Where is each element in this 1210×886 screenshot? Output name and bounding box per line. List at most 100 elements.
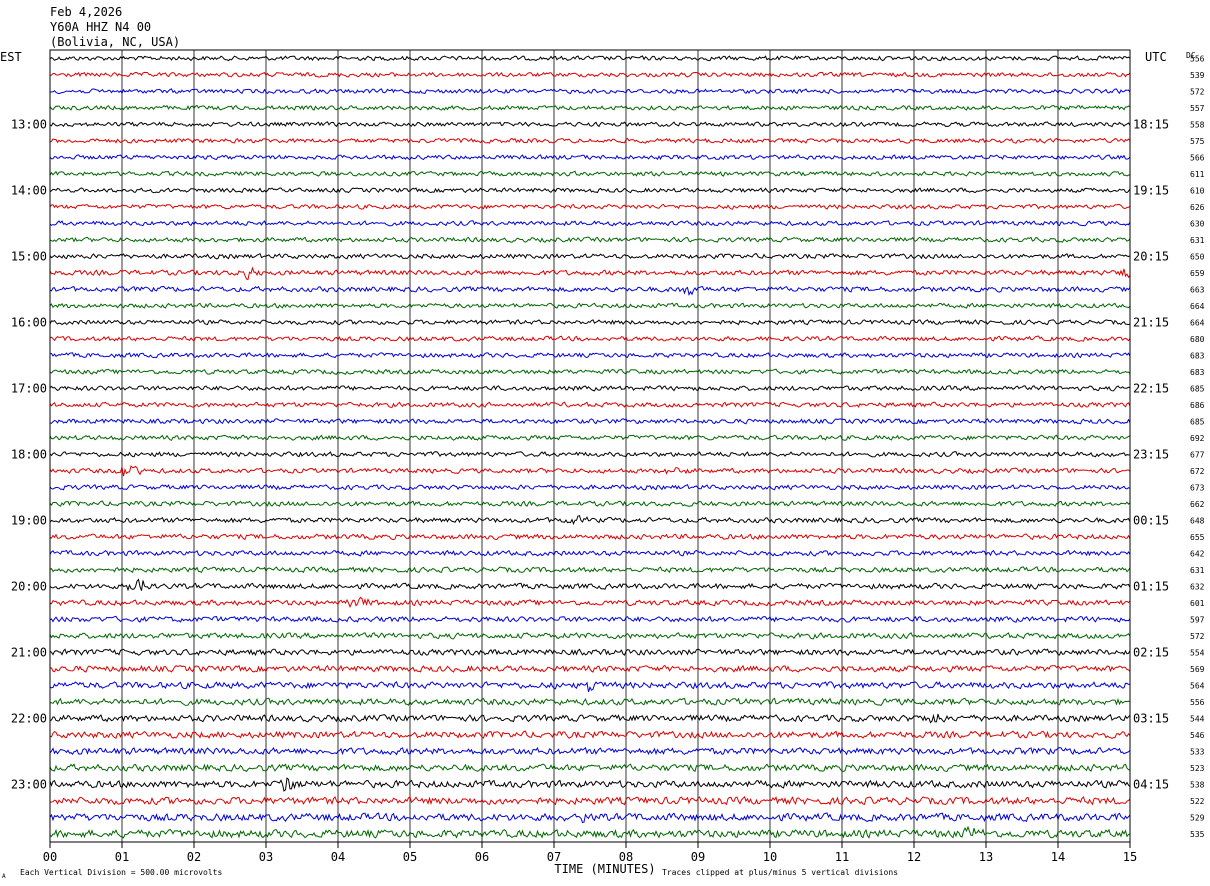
left-time-label: 16:00 — [11, 315, 47, 329]
station-id: Y60A HHZ N4 00 — [50, 20, 152, 34]
left-time-label: 17:00 — [11, 381, 47, 395]
right-time-label: 01:15 — [1133, 579, 1169, 593]
minute-gridlines — [121, 50, 1059, 842]
right-time-labels: 18:15 19:15 20:15 21:15 22:15 23:15 00:15 01:15… — [1133, 117, 1169, 791]
dc-offset-value: 544 — [1190, 714, 1205, 723]
plot-date: Feb 4,2026 — [50, 5, 123, 19]
trace-row-14 — [49, 285, 1131, 297]
trace-row-18 — [49, 352, 1131, 359]
trace-row-43 — [49, 763, 1131, 773]
right-time-label: 23:15 — [1133, 447, 1169, 461]
dc-offset-value: 533 — [1190, 747, 1205, 756]
trace-row-20 — [49, 385, 1131, 392]
dc-offset-header: DC — [1186, 51, 1196, 60]
trace-row-9 — [49, 203, 1131, 210]
left-time-label: 13:00 — [11, 117, 47, 131]
dc-offset-value: 522 — [1190, 797, 1205, 806]
x-tick-label: 08 — [619, 850, 633, 864]
x-tick-label: 03 — [259, 850, 273, 864]
clipping-note: Traces clipped at plus/minus 5 vertical … — [662, 868, 898, 877]
dc-offset-value: 677 — [1190, 450, 1205, 459]
trace-row-19 — [49, 368, 1131, 375]
trace-row-28 — [49, 515, 1131, 526]
dc-offset-value: 572 — [1190, 632, 1205, 641]
trace-row-6 — [49, 154, 1131, 161]
dc-offset-value: 683 — [1190, 351, 1205, 360]
trace-row-40 — [49, 713, 1131, 724]
dc-offset-value: 659 — [1190, 269, 1205, 278]
vertical-scale-note: Each Vertical Division = 500.00 microvol… — [20, 868, 222, 877]
trace-row-36 — [49, 648, 1131, 657]
x-tick-label: 04 — [331, 850, 345, 864]
dc-offset-value: 575 — [1190, 137, 1205, 146]
trace-row-21 — [49, 401, 1131, 408]
trace-row-1 — [49, 71, 1131, 78]
left-time-label: 22:00 — [11, 711, 47, 725]
station-location: (Bolivia, NC, USA) — [50, 35, 181, 49]
dc-offset-value: 538 — [1190, 780, 1205, 789]
trace-row-35 — [49, 632, 1131, 640]
trace-row-29 — [49, 533, 1131, 541]
dc-offset-value: 662 — [1190, 500, 1205, 509]
right-time-label: 00:15 — [1133, 513, 1169, 527]
left-time-labels: 13:00 14:00 15:00 16:00 17:00 18:00 19:00 20:00… — [11, 117, 47, 791]
trace-row-0 — [49, 55, 1131, 62]
x-tick-label: 09 — [691, 850, 705, 864]
dc-offset-value: 556 — [1190, 54, 1205, 63]
x-tick-label: 14 — [1051, 850, 1065, 864]
dc-offset-value: 648 — [1190, 516, 1205, 525]
right-time-label: 22:15 — [1133, 381, 1169, 395]
dc-offset-value: 664 — [1190, 302, 1205, 311]
trace-row-7 — [49, 170, 1131, 177]
dc-offset-value: 692 — [1190, 434, 1205, 443]
x-axis-title: TIME (MINUTES) — [554, 862, 655, 876]
dc-offset-value: 529 — [1190, 813, 1205, 822]
trace-row-44 — [49, 777, 1131, 792]
right-time-label: 21:15 — [1133, 315, 1169, 329]
trace-row-32 — [49, 578, 1131, 592]
trace-row-24 — [49, 451, 1131, 458]
right-timezone-label: UTC — [1145, 50, 1167, 64]
right-time-label: 02:15 — [1133, 645, 1169, 659]
dc-offset-value: 642 — [1190, 549, 1205, 558]
trace-row-37 — [49, 664, 1131, 673]
trace-row-25 — [49, 465, 1131, 477]
dc-offset-value: 663 — [1190, 285, 1205, 294]
left-time-label: 15:00 — [11, 249, 47, 263]
trace-row-39 — [49, 697, 1131, 707]
trace-row-27 — [49, 500, 1131, 507]
trace-row-26 — [49, 484, 1131, 491]
trace-row-16 — [49, 319, 1131, 326]
right-time-label: 03:15 — [1133, 711, 1169, 725]
x-tick-label: 13 — [979, 850, 993, 864]
x-tick-label: 06 — [475, 850, 489, 864]
plot-frame — [49, 49, 1131, 843]
left-time-label: 18:00 — [11, 447, 47, 461]
x-tick-label: 12 — [907, 850, 921, 864]
trace-row-2 — [50, 88, 1131, 95]
trace-row-45 — [49, 795, 1131, 806]
trace-row-12 — [49, 253, 1131, 260]
x-tick-label: 02 — [187, 850, 201, 864]
trace-row-5 — [49, 137, 1131, 144]
x-tick-label: 00 — [43, 850, 57, 864]
dc-offset-value: 597 — [1190, 615, 1205, 624]
trace-row-42 — [49, 746, 1131, 756]
trace-row-30 — [49, 549, 1131, 557]
dc-offset-value: 554 — [1190, 648, 1205, 657]
trace-row-38 — [49, 681, 1131, 692]
dc-offset-value: 564 — [1190, 681, 1205, 690]
left-time-label: 21:00 — [11, 645, 47, 659]
dc-offset-value: 601 — [1190, 599, 1205, 608]
trace-row-17 — [49, 335, 1131, 342]
dc-offset-value: 558 — [1190, 120, 1205, 129]
right-time-label: 18:15 — [1133, 117, 1169, 131]
trace-row-46 — [49, 812, 1131, 824]
dc-offset-value: 556 — [1190, 698, 1205, 707]
dc-offset-value: 631 — [1190, 236, 1205, 245]
x-tick-label: 11 — [835, 850, 849, 864]
x-tick-label: 15 — [1123, 850, 1137, 864]
left-time-label: 14:00 — [11, 183, 47, 197]
trace-row-4 — [49, 121, 1131, 128]
